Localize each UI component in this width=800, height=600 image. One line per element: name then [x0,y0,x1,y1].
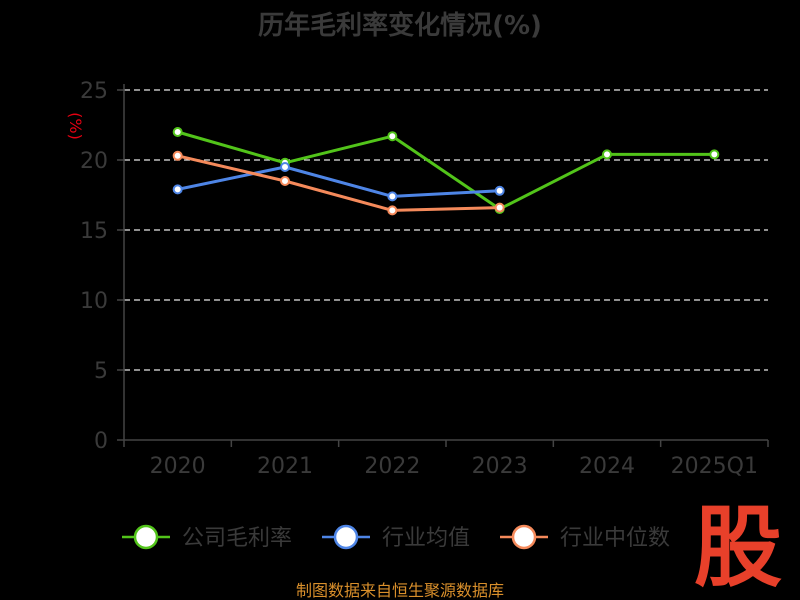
legend-swatch-marker [133,524,159,550]
data-point [387,131,398,142]
y-axis-unit-label: (%) [66,112,85,140]
data-point [387,191,398,202]
legend-label: 行业中位数 [560,526,670,551]
x-tick-label: 2025Q1 [671,454,758,479]
chart-title: 历年毛利率变化情况(%) [258,10,542,41]
y-tick-labels: 0 5 10 15 20 25 [80,79,108,454]
x-tick-label: 2020 [150,454,206,479]
y-tick-label: 15 [80,219,108,244]
series-2 [172,162,505,202]
data-point [709,149,720,160]
y-tick-label: 5 [94,359,108,384]
legend-swatch-marker [511,524,537,550]
series-line [176,130,716,211]
series-line [176,154,502,212]
x-tick-label: 2023 [472,454,528,479]
series-1 [172,127,720,214]
data-point [494,202,505,213]
data-point [494,185,505,196]
legend-item: 行业中位数 [500,524,670,551]
series-3 [172,150,505,216]
source-note: 制图数据来自恒生聚源数据库 [296,581,504,600]
y-tick-label: 25 [80,79,108,104]
x-tick-labels: 2020 2021 2022 2023 2024 2025Q1 [150,454,758,479]
y-tick-label: 0 [94,429,108,454]
y-tick-label: 20 [80,149,108,174]
legend-swatch-marker [333,524,359,550]
legend-item: 行业均值 [322,524,470,551]
data-point [280,176,290,186]
watermark-logo: 股 [694,496,782,599]
legend-item: 公司毛利率 [122,524,292,551]
legend: 公司毛利率 行业均值 行业中位数 [122,524,670,551]
x-tick-label: 2024 [579,454,635,479]
series-line [176,165,502,198]
grid-lines [124,89,768,371]
data-point [172,127,183,137]
data-point [172,184,183,195]
y-tick-label: 10 [80,289,108,314]
axes [117,84,769,447]
x-tick-label: 2021 [257,454,313,479]
series-lines [172,127,720,216]
data-point [602,149,612,160]
x-tick-label: 2022 [364,454,420,479]
data-point [387,205,398,216]
legend-label: 公司毛利率 [182,526,292,551]
data-point [280,162,290,172]
legend-label: 行业均值 [382,526,470,551]
data-point [172,150,183,161]
